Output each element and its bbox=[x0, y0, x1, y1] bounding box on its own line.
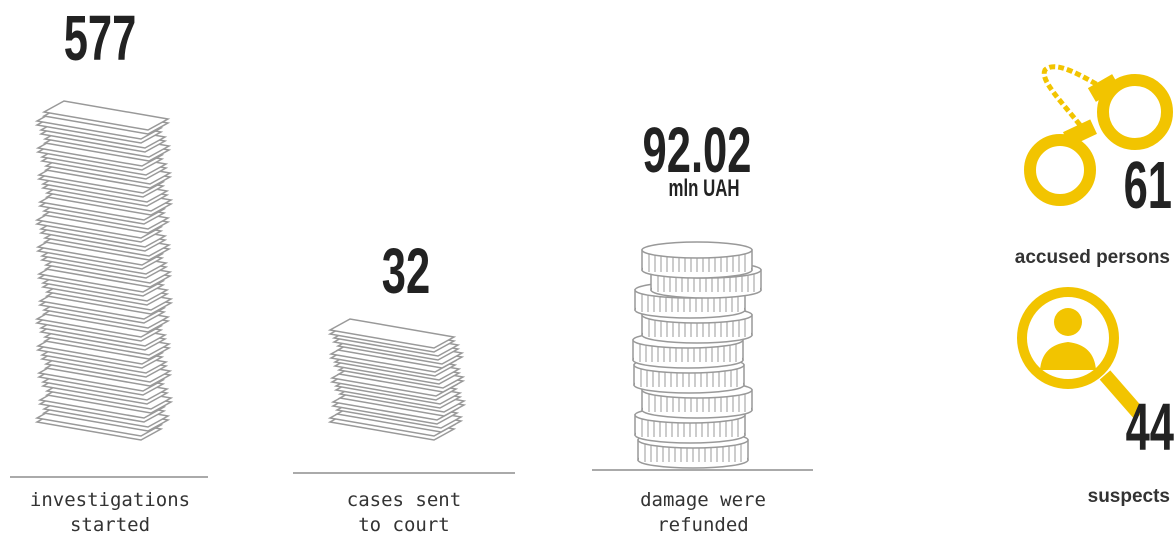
person-value: 61 bbox=[1124, 147, 1172, 222]
infographic: 577 32 92.02 mln UAH investigations star… bbox=[0, 0, 1174, 538]
stat-label: started bbox=[70, 514, 150, 536]
stat-value: 577 bbox=[64, 2, 137, 75]
stat-label: to court bbox=[358, 514, 450, 536]
stat-label: refunded bbox=[657, 514, 749, 536]
stat-value: 32 bbox=[382, 235, 430, 308]
lens bbox=[1022, 292, 1114, 384]
icons bbox=[37, 67, 1167, 468]
person-value: 44 bbox=[1126, 389, 1174, 464]
stat-label: damage were bbox=[640, 489, 766, 511]
person-label: accused persons bbox=[1015, 247, 1170, 268]
stat-label: cases sent bbox=[347, 489, 461, 511]
chain bbox=[1044, 67, 1098, 125]
person-head bbox=[1054, 308, 1082, 336]
cuff bbox=[1030, 140, 1090, 200]
person-label: suspects bbox=[1088, 486, 1170, 507]
stat-label: investigations bbox=[30, 489, 190, 511]
coin-top bbox=[642, 242, 752, 258]
stat-unit: mln UAH bbox=[669, 175, 740, 202]
